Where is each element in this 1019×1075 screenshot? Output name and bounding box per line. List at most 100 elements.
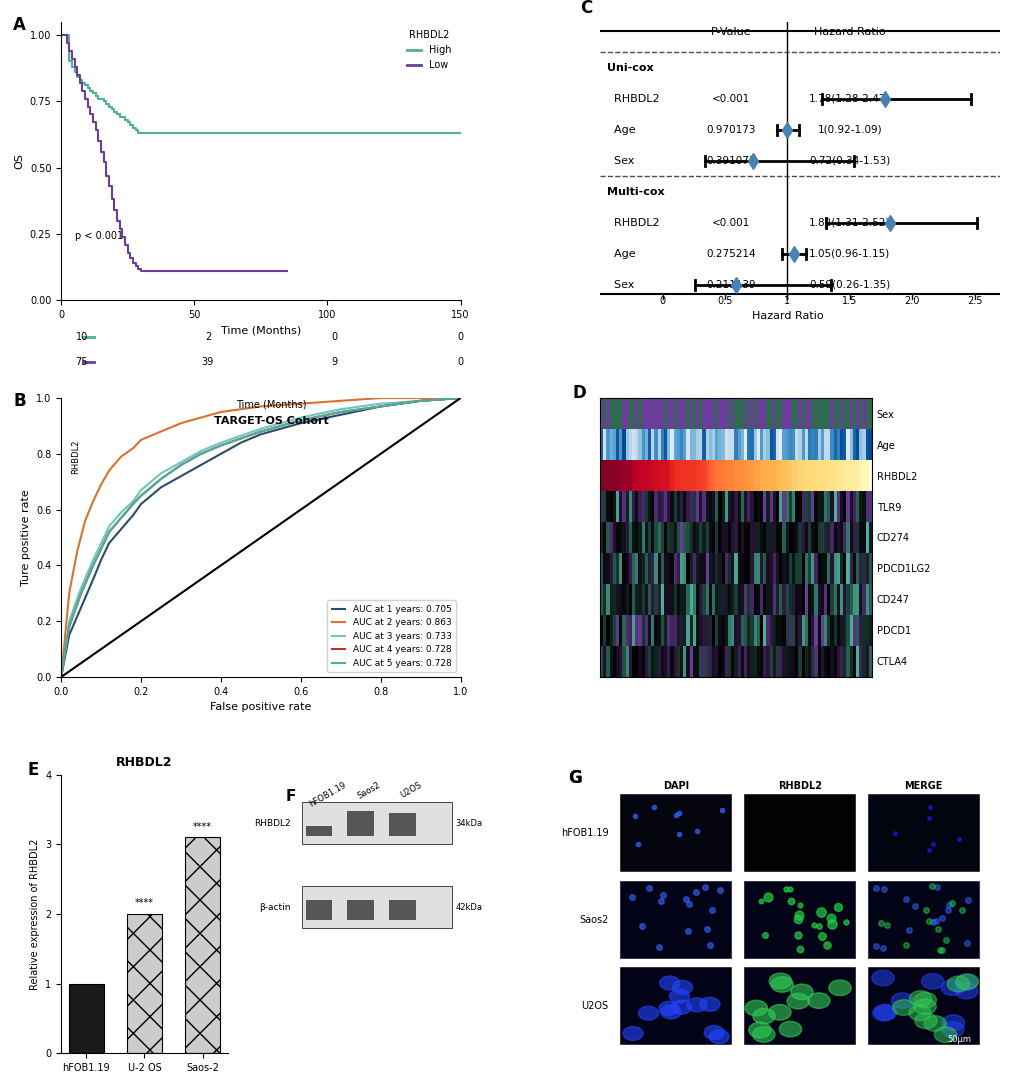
AUC at 5 years: 0.728: (0.35, 0.8): 0.728: (0.35, 0.8) [195, 447, 207, 460]
Text: 0.391077: 0.391077 [706, 156, 755, 166]
Bar [388, 814, 415, 836]
AUC at 3 years: 0.733: (0.8, 0.98): 0.733: (0.8, 0.98) [374, 397, 386, 410]
AUC at 2 years: 0.863: (1, 1): 0.863: (1, 1) [453, 391, 466, 404]
Text: D: D [573, 384, 586, 402]
Circle shape [941, 979, 963, 995]
Bar [303, 886, 451, 928]
AUC at 4 years: 0.728: (0.1, 0.46): 0.728: (0.1, 0.46) [95, 542, 107, 555]
Bar [867, 968, 978, 1045]
Circle shape [768, 973, 791, 989]
Text: 2: 2 [205, 331, 211, 342]
Text: 0: 0 [659, 296, 665, 305]
AUC at 3 years: 0.733: (0.25, 0.73): 0.733: (0.25, 0.73) [155, 467, 167, 479]
Bar [743, 880, 855, 959]
Circle shape [955, 974, 977, 989]
AUC at 1 years: 0.705: (0.3, 0.72): 0.705: (0.3, 0.72) [174, 470, 186, 483]
AUC at 4 years: 0.728: (0.08, 0.4): 0.728: (0.08, 0.4) [87, 559, 99, 572]
Circle shape [828, 980, 851, 995]
AUC at 1 years: 0.705: (0.35, 0.76): 0.705: (0.35, 0.76) [195, 459, 207, 472]
Circle shape [923, 1016, 946, 1031]
Circle shape [658, 1002, 679, 1016]
Circle shape [908, 1005, 930, 1020]
Text: Time (Months): Time (Months) [235, 400, 306, 410]
AUC at 1 years: 0.705: (0.18, 0.58): 0.705: (0.18, 0.58) [126, 508, 139, 521]
Line: AUC at 3 years: 0.733: AUC at 3 years: 0.733 [61, 398, 460, 677]
AUC at 4 years: 0.728: (0.18, 0.62): 0.728: (0.18, 0.62) [126, 498, 139, 511]
AUC at 5 years: 0.728: (1, 1): 0.728: (1, 1) [453, 391, 466, 404]
Text: <0.001: <0.001 [711, 94, 750, 104]
AUC at 3 years: 0.733: (0.18, 0.63): 0.733: (0.18, 0.63) [126, 494, 139, 507]
Bar [303, 802, 451, 844]
Text: 10: 10 [75, 331, 88, 342]
Line: AUC at 5 years: 0.728: AUC at 5 years: 0.728 [61, 398, 460, 677]
Text: 0.275214: 0.275214 [706, 249, 755, 259]
Circle shape [687, 998, 706, 1012]
Text: 0.970173: 0.970173 [706, 125, 755, 135]
AUC at 3 years: 0.733: (0.6, 0.93): 0.733: (0.6, 0.93) [294, 411, 307, 424]
AUC at 3 years: 0.733: (0.02, 0.2): 0.733: (0.02, 0.2) [63, 615, 75, 628]
Text: ****: **** [193, 821, 212, 832]
AUC at 5 years: 0.728: (0.05, 0.3): 0.728: (0.05, 0.3) [75, 587, 88, 600]
AUC at 1 years: 0.705: (0.12, 0.48): 0.705: (0.12, 0.48) [103, 536, 115, 549]
AUC at 4 years: 0.728: (0.02, 0.18): 0.728: (0.02, 0.18) [63, 620, 75, 633]
Text: G: G [568, 769, 582, 787]
AUC at 2 years: 0.863: (0.04, 0.45): 0.863: (0.04, 0.45) [71, 545, 84, 558]
AUC at 3 years: 0.733: (0.3, 0.77): 0.733: (0.3, 0.77) [174, 456, 186, 469]
Bar [620, 968, 732, 1045]
X-axis label: False positive rate: False positive rate [210, 702, 311, 713]
Text: β-actin: β-actin [259, 903, 290, 912]
AUC at 3 years: 0.733: (0, 0): 0.733: (0, 0) [55, 671, 67, 684]
Text: 0.72(0.34-1.53): 0.72(0.34-1.53) [808, 156, 890, 166]
AUC at 4 years: 0.728: (0.05, 0.3): 0.728: (0.05, 0.3) [75, 587, 88, 600]
Bar [306, 826, 332, 836]
Circle shape [660, 1005, 681, 1019]
Circle shape [699, 998, 719, 1012]
Circle shape [913, 999, 935, 1015]
AUC at 2 years: 0.863: (0.18, 0.82): 0.863: (0.18, 0.82) [126, 442, 139, 455]
Line: AUC at 4 years: 0.728: AUC at 4 years: 0.728 [61, 398, 460, 677]
Text: 0.59(0.26-1.35): 0.59(0.26-1.35) [808, 280, 890, 290]
Text: 39: 39 [202, 357, 214, 367]
AUC at 5 years: 0.728: (0.15, 0.57): 0.728: (0.15, 0.57) [115, 512, 127, 525]
AUC at 1 years: 0.705: (0, 0): 0.705: (0, 0) [55, 671, 67, 684]
Text: Age: Age [606, 125, 635, 135]
AUC at 4 years: 0.728: (0.7, 0.95): 0.728: (0.7, 0.95) [334, 405, 346, 418]
Text: U2OS: U2OS [397, 780, 423, 800]
Circle shape [873, 1004, 896, 1020]
AUC at 4 years: 0.728: (0.6, 0.92): 0.728: (0.6, 0.92) [294, 414, 307, 427]
Text: 1.05(0.96-1.15): 1.05(0.96-1.15) [808, 249, 890, 259]
AUC at 5 years: 0.728: (0.3, 0.76): 0.728: (0.3, 0.76) [174, 459, 186, 472]
Text: p < 0.001: p < 0.001 [74, 231, 122, 241]
AUC at 5 years: 0.728: (0.4, 0.83): 0.728: (0.4, 0.83) [215, 439, 227, 452]
Text: 0: 0 [331, 331, 337, 342]
Circle shape [790, 984, 812, 1000]
Text: Sex: Sex [606, 280, 633, 290]
AUC at 1 years: 0.705: (0.8, 0.97): 0.705: (0.8, 0.97) [374, 400, 386, 413]
Text: B: B [13, 392, 25, 411]
Circle shape [871, 971, 894, 986]
Text: Sex: Sex [606, 156, 633, 166]
Y-axis label: Relative expression of RHBDL2: Relative expression of RHBDL2 [30, 838, 40, 990]
Bar [347, 811, 374, 836]
Bar [68, 984, 104, 1054]
Circle shape [752, 1008, 774, 1023]
AUC at 5 years: 0.728: (0.2, 0.65): 0.728: (0.2, 0.65) [135, 489, 147, 502]
Title: RHBDL2: RHBDL2 [116, 756, 172, 770]
Circle shape [638, 1006, 658, 1020]
AUC at 1 years: 0.705: (0.1, 0.42): 0.705: (0.1, 0.42) [95, 554, 107, 567]
Text: 1.82(1.31-2.52): 1.82(1.31-2.52) [808, 218, 890, 228]
AUC at 5 years: 0.728: (0.12, 0.52): 0.728: (0.12, 0.52) [103, 526, 115, 539]
Text: E: E [28, 761, 40, 778]
Circle shape [672, 980, 692, 994]
AUC at 3 years: 0.733: (0.12, 0.54): 0.733: (0.12, 0.54) [103, 520, 115, 533]
AUC at 1 years: 0.705: (0.4, 0.8): 0.705: (0.4, 0.8) [215, 447, 227, 460]
AUC at 1 years: 0.705: (0.2, 0.62): 0.705: (0.2, 0.62) [135, 498, 147, 511]
Text: 9: 9 [331, 357, 337, 367]
Text: hFOB1.19: hFOB1.19 [560, 828, 607, 838]
Circle shape [768, 1004, 791, 1020]
Text: 1(0.92-1.09): 1(0.92-1.09) [817, 125, 881, 135]
Text: 2.5: 2.5 [966, 296, 981, 305]
Text: 1.5: 1.5 [842, 296, 857, 305]
Text: RHBDL2: RHBDL2 [71, 440, 81, 474]
AUC at 5 years: 0.728: (0.25, 0.71): 0.728: (0.25, 0.71) [155, 473, 167, 486]
